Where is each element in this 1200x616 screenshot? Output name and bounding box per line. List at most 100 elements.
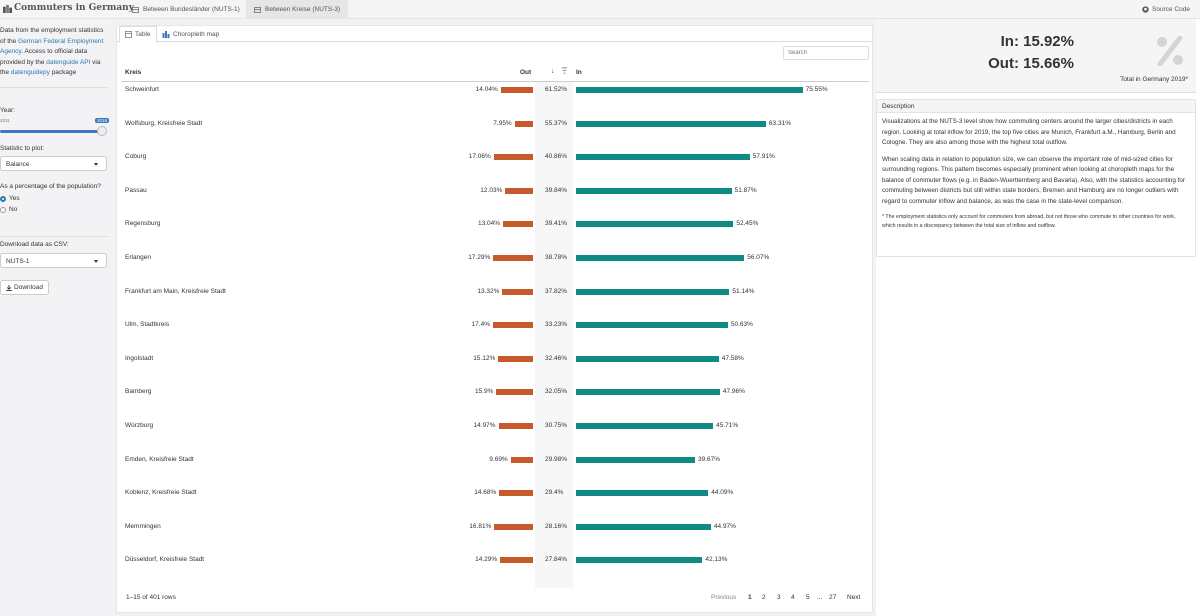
cell-in-value: 47.58% xyxy=(721,354,744,362)
cell-balance-value: 55.37% xyxy=(545,119,568,127)
cell-kreis: Schweinfurt xyxy=(125,86,159,93)
cell-out-value: 17.29% xyxy=(468,254,491,261)
table-row[interactable]: Regensburg 13.04% 39.41% 52.45% xyxy=(121,216,869,249)
cell-out-value: 14.04% xyxy=(475,86,498,93)
pagination-page-5[interactable]: 5 xyxy=(806,594,810,601)
cell-balance-value: 39.41% xyxy=(545,220,568,228)
cell-in-value: 44.97% xyxy=(713,522,736,530)
divider xyxy=(0,87,108,88)
out-bar xyxy=(493,154,533,161)
table-row[interactable]: Düsseldorf, Kreisfreie Stadt 14.29% 27.84%… xyxy=(121,552,869,585)
tab-choropleth-label: Choropleth map xyxy=(173,30,220,38)
pagination-page-1[interactable]: 1 xyxy=(748,594,752,601)
tab-nuts-1[interactable]: Between Bundesländer (NUTS-1) xyxy=(124,0,248,19)
table-row[interactable]: Erlangen 17.29% 38.78% 56.07% xyxy=(121,250,869,283)
table-row[interactable]: Ingolstadt 15.12% 32.46% 47.58% xyxy=(121,351,869,384)
table-row[interactable]: Koblenz, Kreisfreie Stadt 14.68% 29.4% 44.0… xyxy=(121,485,869,518)
table-row[interactable]: Memmingen 16.81% 28.16% 44.97% xyxy=(121,519,869,552)
table-row[interactable]: Coburg 17.06% 40.86% 57.91% xyxy=(121,149,869,182)
in-bar xyxy=(576,255,745,261)
cell-out-value: 13.32% xyxy=(477,287,500,295)
cell-out-value: 15.12% xyxy=(473,354,496,362)
cell-balance-value: 29.4% xyxy=(545,489,564,497)
download-select[interactable]: NUTS-1 xyxy=(0,253,107,268)
tab-choropleth-map[interactable]: Choropleth map xyxy=(157,26,224,42)
year-slider-handle[interactable] xyxy=(97,126,107,136)
table-tab-icon xyxy=(132,6,139,13)
table-row[interactable]: Passau 12.03% 39.84% 51.87% xyxy=(121,183,869,216)
cell-in-value: 57.91% xyxy=(752,153,775,161)
out-bar xyxy=(496,389,533,396)
total-outflow: Out: 15.66% xyxy=(988,55,1074,72)
link-datenguide-api[interactable]: datenguide API xyxy=(46,58,91,66)
sort-bars-icon[interactable] xyxy=(561,67,568,75)
link-employment-agency[interactable]: German Federal Employment Agency xyxy=(0,37,104,56)
cell-balance-value: 37.82% xyxy=(545,287,568,295)
totals-box: In: 15.92% Out: 15.66% Total in Germany … xyxy=(876,19,1196,93)
out-bar xyxy=(499,490,533,497)
table-row[interactable]: Würzburg 14.97% 30.75% 45.71% xyxy=(121,418,869,451)
pagination-page-4[interactable]: 4 xyxy=(791,594,795,601)
pagination-next[interactable]: Next xyxy=(847,594,861,601)
tab-label: Between Bundesländer (NUTS-1) xyxy=(143,6,240,13)
search-input[interactable] xyxy=(783,46,869,60)
description-footnote: * The employment statistics only account… xyxy=(882,214,1176,229)
cell-kreis: Erlangen xyxy=(125,254,152,261)
download-button[interactable]: Download xyxy=(0,280,49,295)
cell-kreis: Ingolstadt xyxy=(125,354,154,362)
app-title: Commuters in Germany xyxy=(14,3,134,13)
download-icon xyxy=(6,284,13,291)
radio-yes[interactable]: Yes xyxy=(0,195,20,202)
table-row[interactable]: Bamberg 15.9% 32.05% 47.96% xyxy=(121,384,869,417)
source-code-link[interactable]: Source Code xyxy=(1142,0,1190,19)
sort-down-icon[interactable]: ↓ xyxy=(551,68,555,75)
column-header-in[interactable]: In xyxy=(576,69,582,76)
tab-table[interactable]: Table xyxy=(119,26,157,43)
in-bar xyxy=(576,389,720,396)
table-row[interactable]: Ulm, Stadtkreis 17.4% 33.23% 50.63% xyxy=(121,317,869,350)
cell-kreis: Ulm, Stadtkreis xyxy=(125,321,170,329)
table-row[interactable]: Schweinfurt 14.04% 61.52% 75.55% xyxy=(121,82,869,115)
cell-in-value: 75.55% xyxy=(805,86,828,93)
link-datenguidepy[interactable]: datenguidepy xyxy=(10,69,50,76)
pagination-previous[interactable]: Previous xyxy=(711,594,737,601)
table-row[interactable]: Frankfurt am Main, Kreisfreie Stadt 13.32… xyxy=(121,284,869,317)
cell-out-value: 7.95% xyxy=(493,119,512,127)
year-slider-value: 2019 xyxy=(95,118,110,123)
pagination-page-3[interactable]: 3 xyxy=(777,594,781,601)
table-icon xyxy=(125,31,132,38)
cell-balance-value: 40.86% xyxy=(545,153,568,161)
cell-out-value: 14.97% xyxy=(473,422,496,429)
cell-balance-value: 38.78% xyxy=(545,254,568,261)
year-slider-min: 2011 xyxy=(0,118,10,123)
description-card: Description Visualizations at the NUTS-3… xyxy=(876,99,1196,257)
out-bar xyxy=(492,322,533,329)
year-slider-track[interactable] xyxy=(0,130,104,133)
out-bar xyxy=(500,557,533,564)
intro-text-part: . Access to official data provided by th… xyxy=(0,48,88,66)
cell-in-value: 56.07% xyxy=(747,254,770,261)
cell-kreis: Bamberg xyxy=(125,388,152,396)
source-code-label: Source Code xyxy=(1152,6,1190,13)
pagination-page-27[interactable]: 27 xyxy=(829,594,837,601)
chevron-down-icon xyxy=(94,260,98,263)
cell-in-value: 63.31% xyxy=(768,119,791,127)
table-row[interactable]: Emden, Kreisfreie Stadt 9.69% 29.98% 39.67% xyxy=(121,452,869,485)
in-bar xyxy=(576,355,719,362)
pagination-page-2[interactable]: 2 xyxy=(762,594,766,601)
in-bar xyxy=(576,557,703,564)
tab-label: Between Kreise (NUTS-3) xyxy=(265,6,341,13)
download-select-value: NUTS-1 xyxy=(6,258,30,265)
app-brand[interactable]: Commuters in Germany xyxy=(3,3,134,13)
column-header-out[interactable]: Out xyxy=(520,69,532,76)
tab-nuts-3[interactable]: Between Kreise (NUTS-3) xyxy=(246,0,349,19)
radio-no[interactable]: No xyxy=(0,206,17,213)
statistic-select[interactable]: Balance xyxy=(0,156,107,171)
statistic-label: Statistic to plot: xyxy=(0,145,45,152)
table-row[interactable]: Wolfsburg, Kreisfreie Stadt 7.95% 55.37% 63… xyxy=(121,116,869,149)
cell-kreis: Emden, Kreisfreie Stadt xyxy=(125,455,194,463)
in-bar xyxy=(576,87,803,93)
column-header-kreis[interactable]: Kreis xyxy=(125,69,142,76)
tab-table-label: Table xyxy=(135,31,151,38)
cell-kreis: Coburg xyxy=(125,153,147,161)
